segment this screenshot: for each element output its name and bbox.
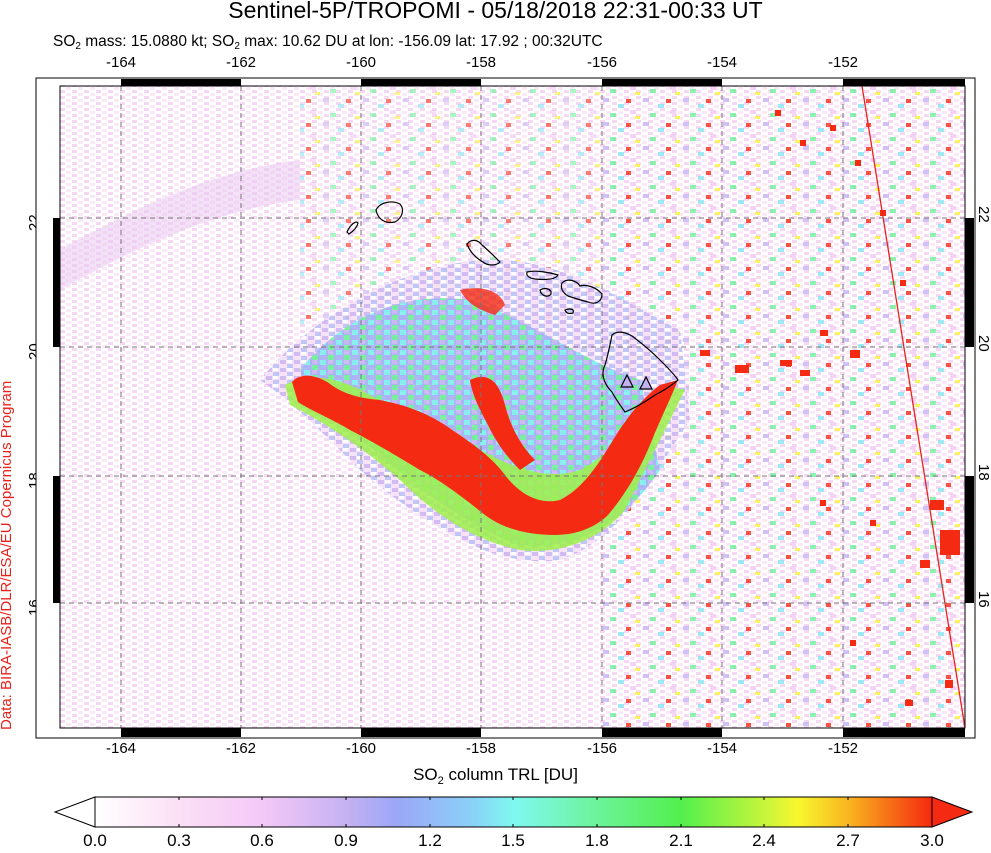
main-so2-plume [292,375,678,535]
chart-subtitle: SO2 mass: 15.0880 kt; SO2 max: 10.62 DU … [53,33,603,52]
x-tick-top: -152 [827,54,859,71]
x-tick-top: -158 [465,54,497,71]
big-island-coast [602,331,679,413]
x-tick-bottom: -160 [345,740,377,757]
colorbar-tick: 0.3 [167,831,191,850]
x-tick-bottom: -162 [225,740,257,757]
kahoolawe-coast [564,308,575,314]
subscript: 2 [234,41,240,52]
bottom-scale-bar [121,728,965,737]
x-tick-top: -154 [706,54,738,71]
so2-mass-text: mass: 15.0880 kt; SO [80,33,235,50]
colorbar-tick: 1.8 [585,831,609,850]
x-tick-bottom: -154 [706,740,738,757]
volcano-triangle-icon [620,373,634,388]
niihau-coast [346,221,359,235]
colorbar-tick: 1.2 [418,831,442,850]
right-scale-bar [965,218,974,603]
so2-max-text: max: 10.62 DU at lon: -156.09 lat: 17.92… [239,33,603,50]
plot-border [59,85,966,729]
coastlines [346,201,679,413]
colorbar [53,796,974,828]
graticule [60,86,965,728]
colorbar-tick: 1.5 [501,831,525,850]
colorbar-max-arrow [931,796,974,828]
so2-label: SO [53,33,76,50]
colorbar-tick: 2.1 [669,831,693,850]
colorbar-tick: 2.4 [752,831,776,850]
top-scale-bar [121,79,965,86]
left-scale-bar [53,218,60,603]
x-tick-bottom: -152 [827,740,859,757]
colorbar-title-suffix: column TRL [DU] [443,765,578,784]
kauai-coast [375,201,404,224]
colorbar-title: SO2 column TRL [DU] [0,765,991,787]
colorbar-title-prefix: SO [413,765,438,784]
colorbar-tick: 0.6 [250,831,274,850]
x-tick-top: -156 [586,54,618,71]
x-tick-bottom: -158 [465,740,497,757]
swath-edge-line [861,86,965,728]
volcano-markers [620,373,653,390]
x-tick-top: -164 [105,54,137,71]
oahu-coast [466,239,501,266]
x-tick-bottom: -156 [586,740,618,757]
x-tick-top: -162 [225,54,257,71]
subscript: 2 [75,41,81,52]
x-tick-bottom: -164 [105,740,137,757]
colorbar-tick: 3.0 [920,831,944,850]
chart-title: Sentinel-5P/TROPOMI - 05/18/2018 22:31-0… [228,0,763,23]
colorbar-tick: 0.9 [334,831,358,850]
colorbar-tick: 0.0 [83,831,107,850]
volcano-triangle-icon [639,375,653,390]
colorbar-min-arrow [53,796,96,828]
molokai-coast [526,270,559,281]
colorbar-tick: 2.7 [836,831,860,850]
lanai-coast [539,288,552,297]
x-tick-top: -160 [345,54,377,71]
so2-heatmap [60,86,965,728]
maui-coast [560,279,603,304]
subscript: 2 [437,775,444,787]
